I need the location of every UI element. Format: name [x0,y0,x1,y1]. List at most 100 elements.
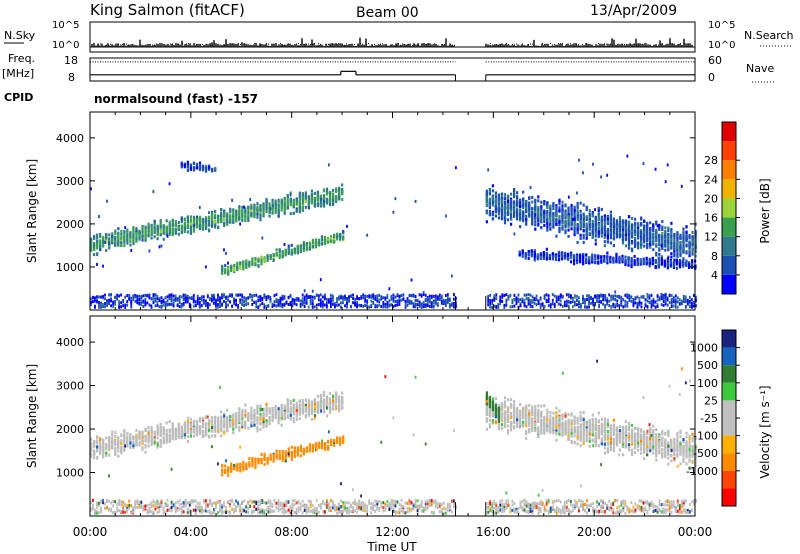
range-cell [104,302,106,306]
range-cell [420,305,423,309]
range-cell [652,248,655,252]
range-cell [582,294,584,298]
range-cell [410,278,413,282]
range-cell [600,218,603,222]
range-cell [160,299,163,303]
range-cell [416,303,419,307]
range-cell [570,215,573,219]
range-cell [117,240,120,244]
range-cell [540,216,543,220]
range-cell [612,260,615,264]
range-cell [682,244,685,248]
range-cell [204,227,208,231]
range-cell [168,182,171,186]
search-noise-dot [266,43,267,45]
range-cell [660,297,663,301]
range-cell [516,196,519,200]
range-cell [666,263,669,267]
range-cell [123,231,126,235]
range-cell [261,301,264,305]
range-cell [245,260,248,264]
range-cell [235,217,238,221]
range-cell [551,293,554,297]
range-cell [509,192,513,196]
range-cell [198,168,202,172]
freq-left-label-1: Freq. [8,52,35,65]
range-cell [153,229,156,233]
range-cell [688,254,691,258]
range-cell [676,231,679,235]
range-cell [186,230,189,234]
range-cell [685,259,688,263]
range-cell [304,193,307,197]
range-cell [100,301,102,305]
range-cell [661,231,664,235]
range-cell [231,293,233,297]
range-cell [132,241,135,245]
range-cell [110,304,112,308]
range-cell [192,161,196,165]
range-cell [213,295,215,299]
range-cell [664,233,667,237]
range-cell [673,239,676,243]
range-cell [507,294,510,298]
range-cell [594,232,597,236]
range-cell [642,161,645,165]
range-cell [305,246,308,250]
range-cell [183,164,186,168]
range-cell [322,194,326,198]
range-cell [606,261,609,265]
range-cell [213,293,215,297]
range-cell [319,293,322,297]
range-cell [485,189,488,193]
range-cell [503,206,507,210]
range-cell [186,160,189,164]
range-cell [152,190,155,194]
range-cell [594,208,596,212]
range-cell [247,216,250,220]
range-cell [615,233,619,237]
range-cell [626,304,629,308]
range-cell [642,294,645,298]
range-cell [102,240,105,244]
range-cell [316,198,320,202]
range-cell [548,257,551,261]
range-cell [356,303,358,307]
range-cell [320,242,324,246]
range-cell [189,222,193,226]
range-cell [503,221,507,225]
range-cell [196,294,199,298]
range-cell [176,298,179,302]
range-cell [578,158,580,162]
range-cell [648,259,651,263]
range-cell [217,305,219,309]
range-cell [344,294,346,298]
search-noise-dot [122,43,123,45]
range-cell [186,300,189,304]
range-cell [652,299,655,303]
range-cell [338,303,340,307]
search-noise-dot [406,44,407,46]
range-cell [640,221,643,225]
range-cell [374,297,377,301]
range-cell [174,222,177,226]
range-cell [555,206,558,210]
range-cell [165,225,168,229]
range-cell [555,295,558,299]
range-cell [664,230,667,234]
range-cell [376,299,379,303]
range-cell [563,254,567,258]
range-cell [592,297,594,301]
range-cell [174,228,177,232]
range-cell [211,214,214,218]
range-cell [420,303,423,307]
range-cell [576,254,579,258]
range-cell [565,293,568,297]
range-cell [230,269,233,273]
range-cell [603,244,606,248]
range-cell [198,205,201,209]
range-cell [277,203,280,207]
range-cell [564,209,567,213]
range-cell [250,212,253,216]
range-cell [150,229,153,233]
